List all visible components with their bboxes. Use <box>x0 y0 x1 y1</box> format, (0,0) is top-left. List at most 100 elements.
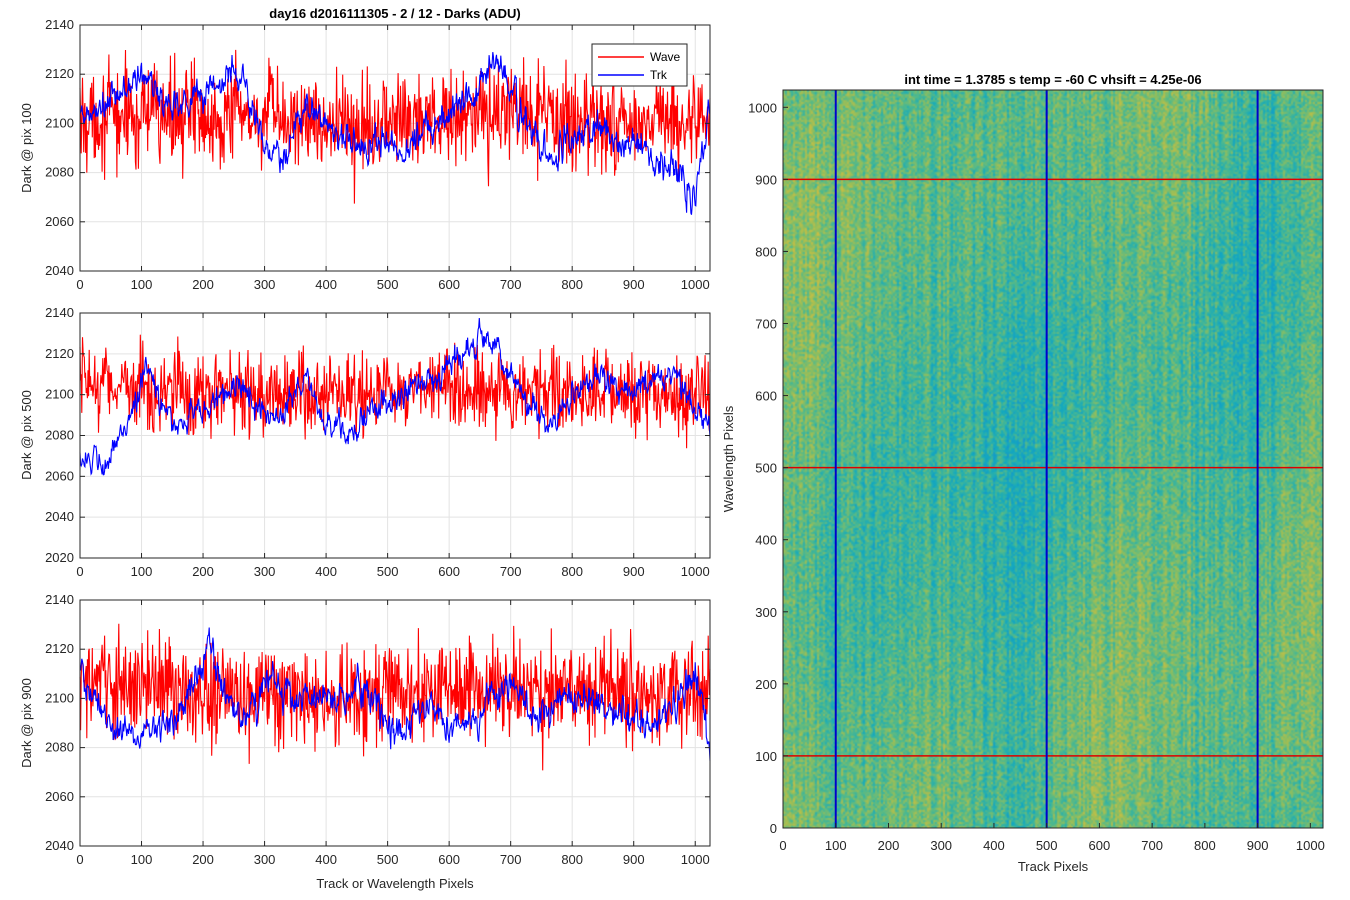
plot-series <box>79 317 711 476</box>
x-ticks: 0 100 200 300 400 500 600 700 800 900 1000 <box>779 823 1325 853</box>
y-tick-label: 2140 <box>45 305 74 320</box>
y-tick-label: 2060 <box>45 468 74 483</box>
x-tick-label: 0 <box>76 852 83 867</box>
marker-lines <box>783 90 1323 828</box>
y-tick-label: 2120 <box>45 66 74 81</box>
y-axis-label: Wavelength Pixels <box>721 405 736 512</box>
y-tick-label: 2040 <box>45 509 74 524</box>
x-tick-label: 900 <box>623 852 645 867</box>
y-tick-label: 2040 <box>45 838 74 853</box>
legend: Wave Trk <box>591 43 688 87</box>
y-tick-label: 100 <box>755 749 777 764</box>
y-tick-label: 2060 <box>45 214 74 229</box>
y-ticks: 0 100 200 300 400 500 600 700 800 900 1000 <box>748 100 788 836</box>
y-tick-label: 200 <box>755 677 777 692</box>
y-tick-label: 2140 <box>45 17 74 32</box>
axes-box <box>79 599 711 847</box>
x-tick-label: 100 <box>131 564 153 579</box>
x-tick-label: 300 <box>254 852 276 867</box>
x-tick-label: 700 <box>500 277 522 292</box>
y-tick-label: 2120 <box>45 641 74 656</box>
y-tick-label: 2020 <box>45 550 74 565</box>
x-tick-label: 900 <box>623 277 645 292</box>
series-line-wave <box>79 49 711 204</box>
x-tick-label: 800 <box>1194 838 1216 853</box>
y-tick-label: 700 <box>755 317 777 332</box>
x-tick-label: 500 <box>377 564 399 579</box>
y-ticks: 2040 2060 2080 2100 2120 2140 <box>45 592 710 853</box>
x-tick-label: 200 <box>192 564 214 579</box>
y-tick-label: 600 <box>755 389 777 404</box>
x-tick-label: 400 <box>315 852 337 867</box>
x-tick-label: 800 <box>561 852 583 867</box>
series-line-trk <box>79 52 711 215</box>
x-tick-label: 1000 <box>681 277 710 292</box>
figure-suptitle: day16 d2016111305 - 2 / 12 - Darks (ADU) <box>269 6 520 21</box>
x-tick-label: 1000 <box>681 564 710 579</box>
heatmap-image <box>783 90 1323 828</box>
x-tick-label: 200 <box>192 277 214 292</box>
y-tick-label: 800 <box>755 244 777 259</box>
heatmap-title: int time = 1.3785 s temp = -60 C vhsift … <box>904 72 1201 87</box>
y-tick-label: 2060 <box>45 789 74 804</box>
y-ticks: 2040 2060 2080 2100 2120 2140 <box>45 17 710 278</box>
y-tick-label: 2100 <box>45 387 74 402</box>
y-tick-label: 2040 <box>45 263 74 278</box>
x-tick-label: 100 <box>131 277 153 292</box>
y-tick-label: 2080 <box>45 428 74 443</box>
series-line-trk <box>79 317 711 476</box>
y-axis-label: Dark @ pix 500 <box>19 390 34 480</box>
x-tick-label: 800 <box>561 564 583 579</box>
plot-series <box>79 49 711 215</box>
x-tick-label: 700 <box>1141 838 1163 853</box>
axes-box <box>79 24 711 272</box>
y-tick-label: 2140 <box>45 592 74 607</box>
x-tick-label: 500 <box>1036 838 1058 853</box>
dark-frame-heatmap: int time = 1.3785 s temp = -60 C vhsift … <box>721 72 1325 874</box>
x-tick-label: 300 <box>254 277 276 292</box>
x-tick-label: 600 <box>438 564 460 579</box>
x-axis-label: Track or Wavelength Pixels <box>316 876 474 891</box>
y-tick-label: 2100 <box>45 115 74 130</box>
x-tick-label: 400 <box>315 564 337 579</box>
x-tick-label: 0 <box>76 277 83 292</box>
y-tick-label: 300 <box>755 605 777 620</box>
x-tick-label: 700 <box>500 852 522 867</box>
x-tick-label: 1000 <box>681 852 710 867</box>
y-tick-label: 0 <box>770 821 777 836</box>
x-tick-label: 1000 <box>1296 838 1325 853</box>
line-plot-pix-900: 0 100 200 300 400 500 600 700 800 900 1000 2040 206… <box>19 592 711 891</box>
series-line-wave <box>79 334 711 449</box>
x-tick-label: 0 <box>76 564 83 579</box>
y-tick-label: 2120 <box>45 346 74 361</box>
x-tick-label: 500 <box>377 852 399 867</box>
legend-trk-label: Trk <box>650 68 668 82</box>
y-tick-label: 900 <box>755 172 777 187</box>
legend-wave-label: Wave <box>650 50 681 64</box>
x-tick-label: 600 <box>1089 838 1111 853</box>
series-line-wave <box>79 623 711 771</box>
x-tick-label: 100 <box>131 852 153 867</box>
x-tick-label: 400 <box>315 277 337 292</box>
y-tick-label: 2080 <box>45 740 74 755</box>
x-tick-label: 200 <box>192 852 214 867</box>
line-plot-pix-500: 0 100 200 300 400 500 600 700 800 900 1000 2020 204… <box>19 305 711 579</box>
x-tick-label: 0 <box>779 838 786 853</box>
y-axis-label: Dark @ pix 100 <box>19 103 34 193</box>
x-tick-label: 800 <box>561 277 583 292</box>
x-tick-label: 300 <box>930 838 952 853</box>
axes-box <box>782 89 1324 829</box>
x-ticks: 0 100 200 300 400 500 600 700 800 900 1000 <box>76 313 710 579</box>
y-tick-label: 2100 <box>45 690 74 705</box>
x-tick-label: 400 <box>983 838 1005 853</box>
x-tick-label: 900 <box>623 564 645 579</box>
y-ticks: 2020 2040 2060 2080 2100 2120 2140 <box>45 305 710 565</box>
x-tick-label: 600 <box>438 852 460 867</box>
x-tick-label: 700 <box>500 564 522 579</box>
y-tick-label: 1000 <box>748 100 777 115</box>
x-tick-label: 900 <box>1247 838 1269 853</box>
x-tick-label: 200 <box>878 838 900 853</box>
line-plot-pix-100: 0 100 200 300 400 500 600 700 800 900 1000 2040 206… <box>19 17 711 292</box>
y-axis-label: Dark @ pix 900 <box>19 678 34 768</box>
